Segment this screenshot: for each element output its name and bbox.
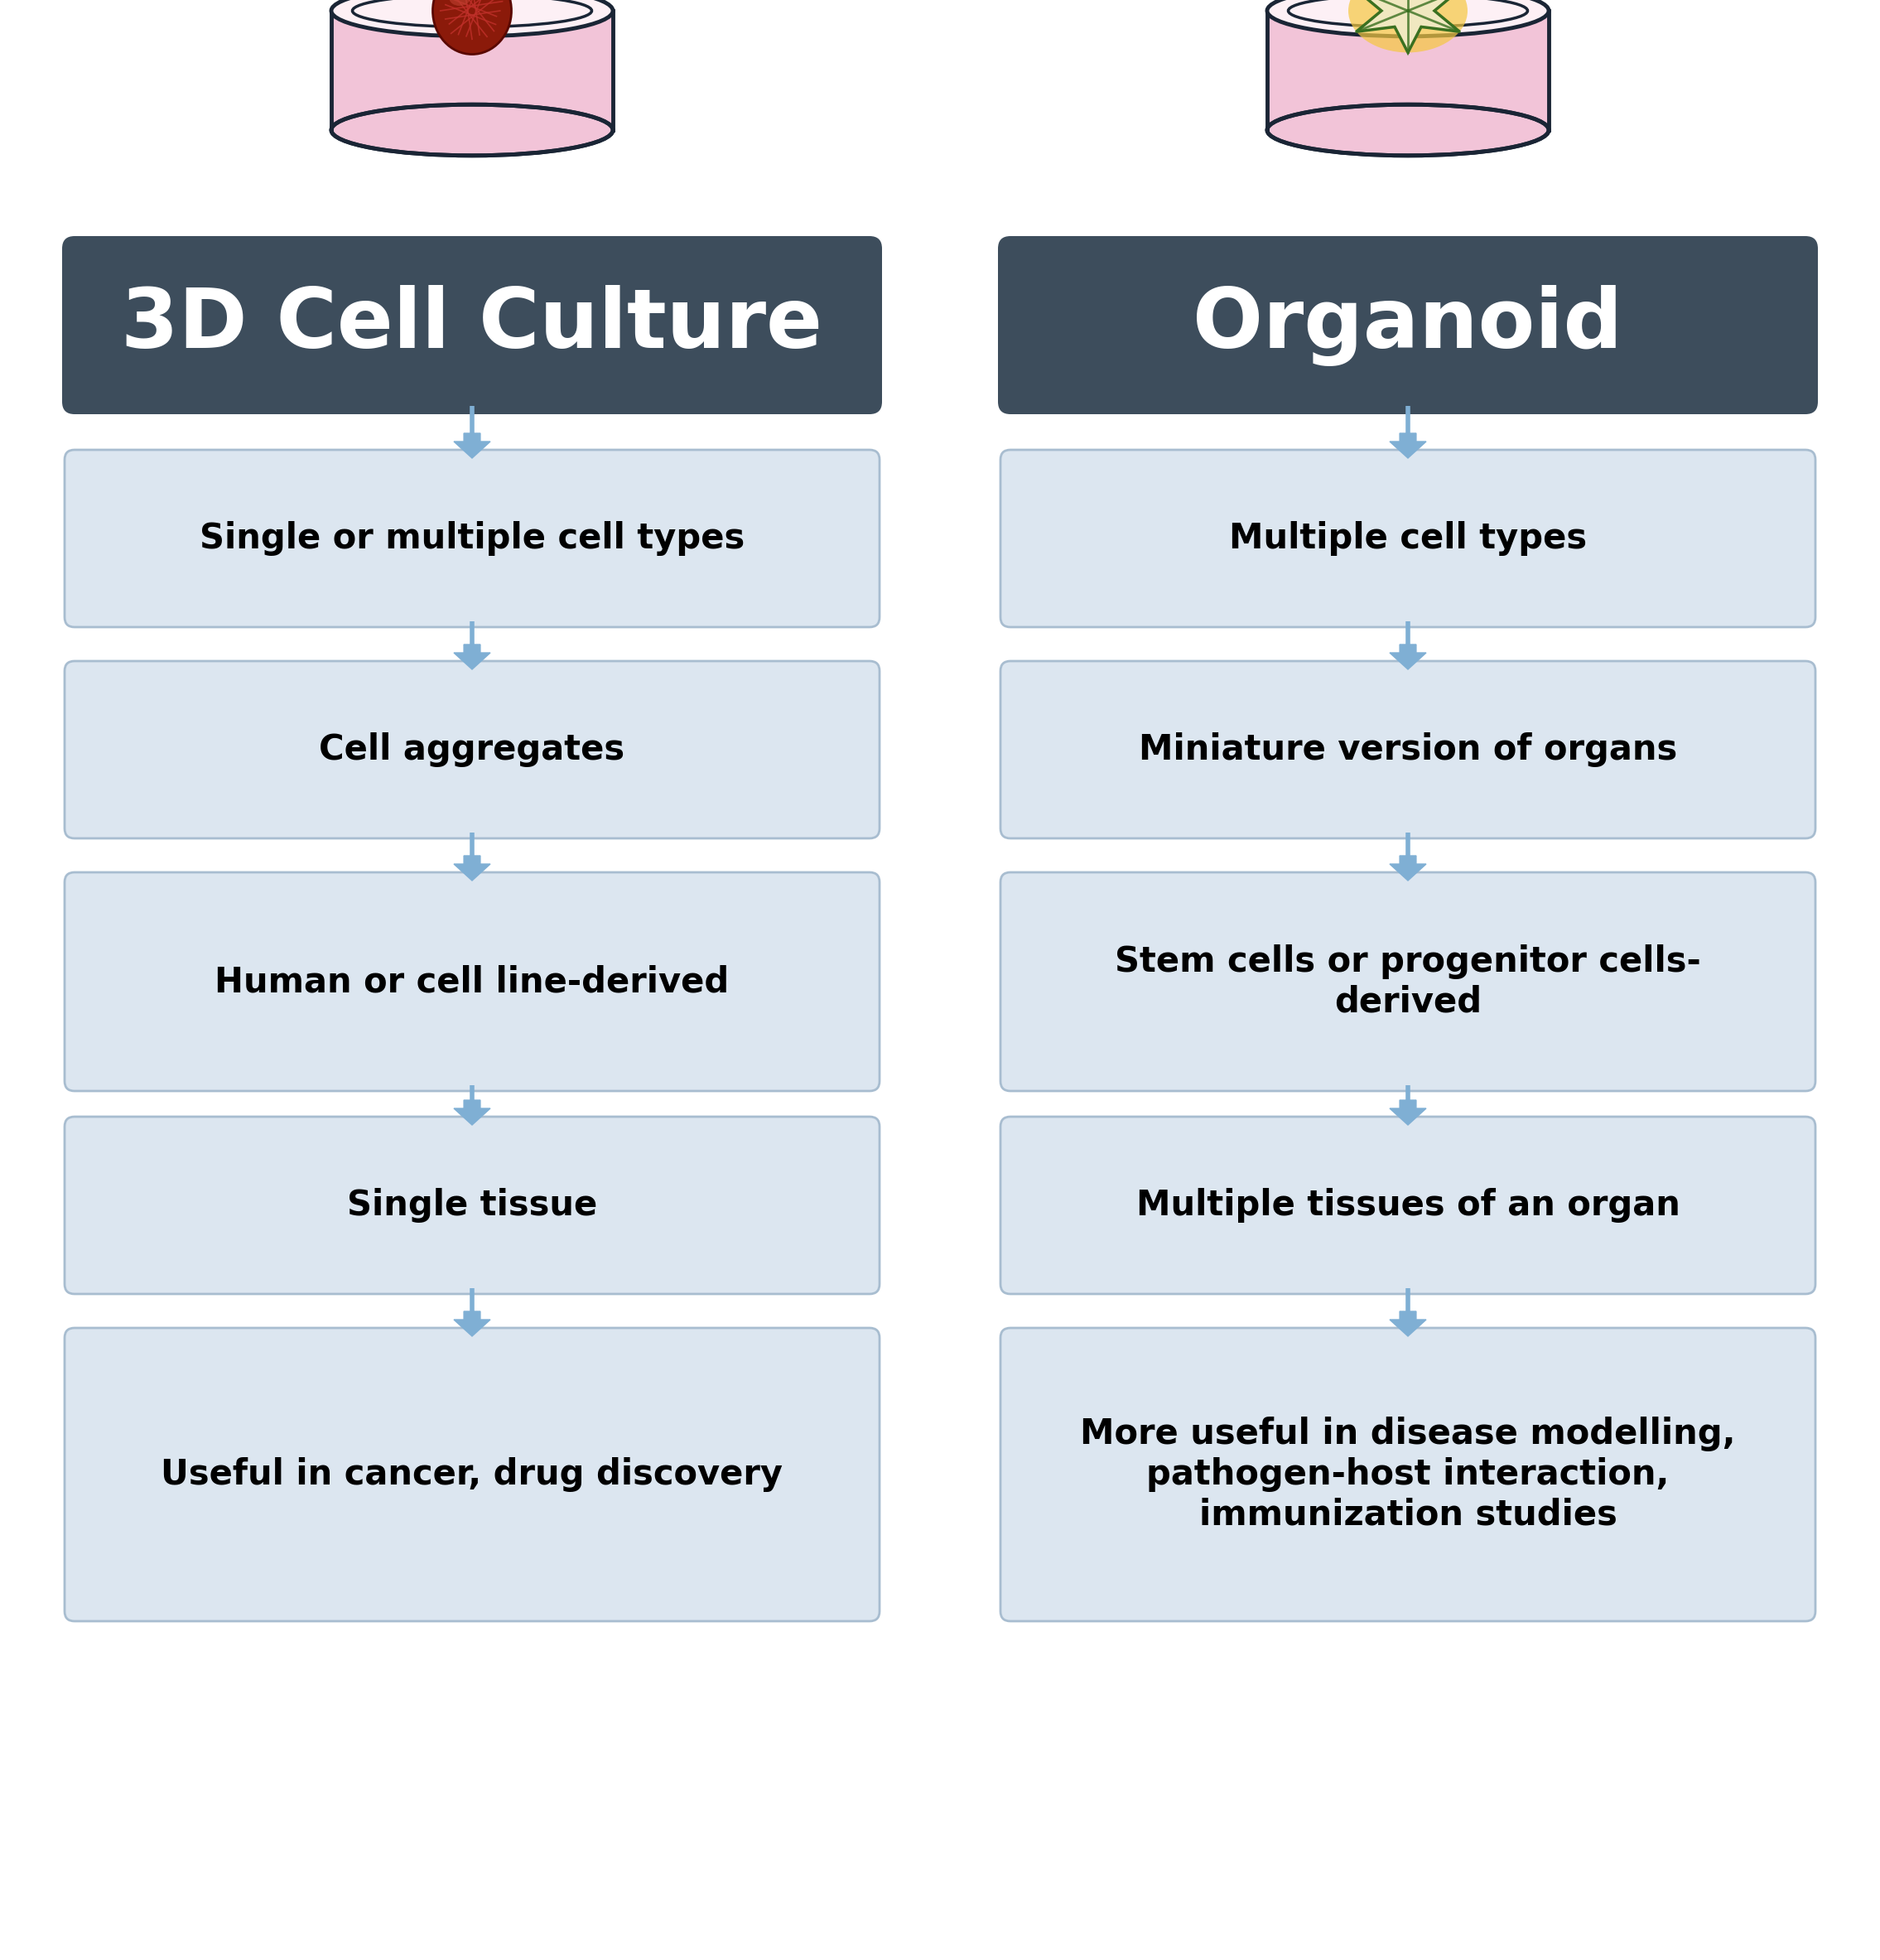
Polygon shape xyxy=(453,1311,491,1337)
Polygon shape xyxy=(331,10,613,129)
FancyBboxPatch shape xyxy=(64,1117,880,1294)
Polygon shape xyxy=(453,645,491,670)
FancyBboxPatch shape xyxy=(64,872,880,1092)
FancyBboxPatch shape xyxy=(1000,661,1816,839)
Polygon shape xyxy=(1389,1311,1427,1337)
Text: Human or cell line-derived: Human or cell line-derived xyxy=(214,964,729,1000)
Text: Cell aggregates: Cell aggregates xyxy=(320,733,624,766)
Polygon shape xyxy=(1389,433,1427,459)
FancyBboxPatch shape xyxy=(64,1329,880,1621)
Polygon shape xyxy=(1355,0,1459,53)
Text: 3D Cell Culture: 3D Cell Culture xyxy=(122,284,823,365)
Ellipse shape xyxy=(1267,104,1549,155)
Polygon shape xyxy=(1389,1100,1427,1125)
Text: Single or multiple cell types: Single or multiple cell types xyxy=(199,521,744,557)
FancyBboxPatch shape xyxy=(998,235,1818,414)
Ellipse shape xyxy=(449,0,470,6)
Ellipse shape xyxy=(1348,0,1468,53)
Text: Miniature version of organs: Miniature version of organs xyxy=(1139,733,1677,766)
Text: Multiple tissues of an organ: Multiple tissues of an organ xyxy=(1136,1188,1681,1223)
FancyBboxPatch shape xyxy=(62,235,882,414)
Text: More useful in disease modelling,
pathogen-host interaction,
immunization studie: More useful in disease modelling, pathog… xyxy=(1081,1417,1735,1533)
FancyBboxPatch shape xyxy=(1000,1117,1816,1294)
Polygon shape xyxy=(453,1100,491,1125)
FancyBboxPatch shape xyxy=(1000,872,1816,1092)
Polygon shape xyxy=(1389,645,1427,670)
Text: Multiple cell types: Multiple cell types xyxy=(1230,521,1587,557)
Polygon shape xyxy=(453,857,491,880)
FancyBboxPatch shape xyxy=(1000,451,1816,627)
Polygon shape xyxy=(1389,857,1427,880)
Text: Single tissue: Single tissue xyxy=(348,1188,598,1223)
Polygon shape xyxy=(453,433,491,459)
Text: Stem cells or progenitor cells-
derived: Stem cells or progenitor cells- derived xyxy=(1115,945,1701,1019)
FancyBboxPatch shape xyxy=(1000,1329,1816,1621)
FancyBboxPatch shape xyxy=(64,451,880,627)
Polygon shape xyxy=(1267,10,1549,129)
Ellipse shape xyxy=(1267,0,1549,37)
Text: Useful in cancer, drug discovery: Useful in cancer, drug discovery xyxy=(162,1456,784,1492)
Text: Organoid: Organoid xyxy=(1194,284,1622,367)
FancyBboxPatch shape xyxy=(64,661,880,839)
Ellipse shape xyxy=(432,0,511,55)
Ellipse shape xyxy=(331,104,613,155)
Ellipse shape xyxy=(331,0,613,37)
